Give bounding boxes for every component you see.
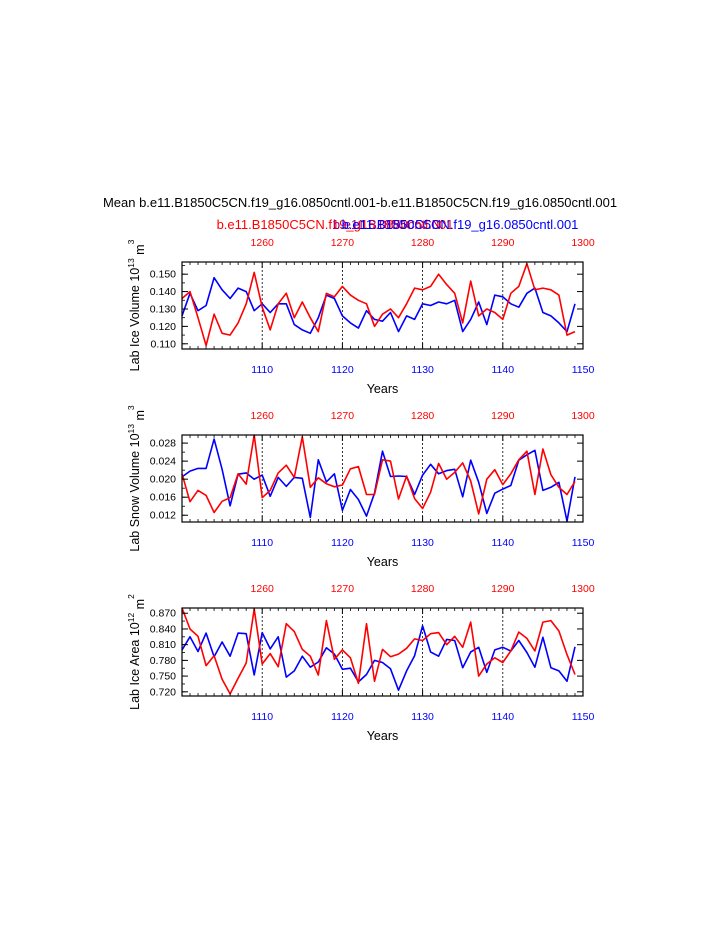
x-bottom-tick-label: 1120 (331, 364, 354, 376)
x-top-tick-label: 1290 (491, 410, 515, 422)
y-tick-label: 0.130 (150, 303, 176, 315)
x-axis-label: Years (367, 382, 399, 396)
x-top-tick-label: 1270 (331, 237, 355, 249)
x-top-tick-label: 1280 (411, 583, 435, 595)
x-top-tick-label: 1260 (251, 237, 275, 249)
y-tick-label: 0.024 (150, 456, 176, 468)
y-tick-label: 0.840 (150, 623, 176, 635)
y-axis-label: Lab Ice Area 1012 m2 (126, 594, 147, 710)
panel-1: 0.110 0.120 0.130 0.140 0.150 1110 1120 1130 114… (126, 237, 595, 396)
y-tick-label: 0.110 (151, 338, 177, 350)
y-tick-label: 0.780 (150, 655, 176, 667)
x-bottom-tick-label: 1140 (492, 711, 515, 723)
y-axis-label: Lab Ice Volume 1013 m3 (126, 239, 147, 371)
x-top-tick-label: 1260 (251, 410, 275, 422)
y-tick-label: 0.016 (150, 492, 176, 504)
x-bottom-tick-label: 1140 (492, 364, 515, 376)
y-tick-label: 0.028 (150, 438, 176, 450)
y-tick-label: 0.120 (150, 321, 176, 333)
blue-series-line (181, 624, 576, 692)
x-top-tick-label: 1300 (571, 237, 595, 249)
x-axis-label: Years (367, 555, 399, 569)
x-top-tick-label: 1300 (571, 410, 595, 422)
y-tick-label: 0.720 (150, 686, 176, 698)
x-top-tick-label: 1290 (491, 237, 515, 249)
x-bottom-tick-label: 1110 (251, 537, 273, 549)
subtitle-blue: b.e11.B1850C5CN.f19_g16.0850cntl.001 (342, 217, 579, 232)
y-tick-label: 0.750 (150, 671, 176, 683)
main-title: Mean b.e11.B1850C5CN.f19_g16.0850cntl.00… (103, 195, 617, 210)
x-bottom-tick-label: 1150 (572, 711, 595, 723)
subtitle-red: b.e11.B1850C5CN.f19_g16.0850cntl.001 (217, 217, 454, 232)
x-top-tick-label: 1270 (331, 410, 355, 422)
y-tick-label: 0.150 (150, 269, 176, 281)
y-axis-label: Lab Snow Volume 1013 m3 (126, 405, 147, 552)
panels: 0.110 0.120 0.130 0.140 0.150 1110 1120 1130 114… (126, 237, 595, 743)
x-bottom-tick-label: 1110 (251, 711, 273, 723)
red-series-line (181, 607, 576, 695)
x-bottom-tick-label: 1150 (572, 537, 595, 549)
x-top-tick-label: 1270 (331, 583, 355, 595)
x-top-tick-label: 1280 (411, 410, 435, 422)
x-bottom-tick-label: 1130 (411, 711, 434, 723)
y-tick-label: 0.020 (150, 474, 176, 486)
red-series-line (181, 262, 576, 347)
y-tick-label: 0.012 (150, 510, 176, 522)
subtitle-overlap: b.e11.B1850C5CN (333, 217, 441, 232)
x-axis-label: Years (367, 729, 399, 743)
y-tick-label: 0.870 (150, 608, 176, 620)
x-top-tick-label: 1260 (251, 583, 275, 595)
x-top-tick-label: 1290 (491, 583, 515, 595)
x-bottom-tick-label: 1130 (411, 537, 434, 549)
y-tick-label: 0.810 (150, 639, 176, 651)
x-bottom-tick-label: 1110 (251, 364, 273, 376)
x-bottom-tick-label: 1130 (411, 364, 434, 376)
x-bottom-tick-label: 1150 (572, 364, 595, 376)
x-bottom-tick-label: 1120 (331, 537, 354, 549)
panel-2: 0.012 0.016 0.020 0.024 0.028 1110 1120 1130 114… (126, 405, 595, 569)
x-top-tick-label: 1300 (571, 583, 595, 595)
x-bottom-tick-label: 1140 (492, 537, 515, 549)
red-series-line (181, 434, 576, 515)
y-tick-label: 0.140 (150, 286, 176, 298)
x-bottom-tick-label: 1120 (331, 711, 354, 723)
blue-series-line (181, 276, 576, 335)
x-top-tick-label: 1280 (411, 237, 435, 249)
panel-3: 0.720 0.750 0.780 0.810 0.840 0.870 1110 1120 11… (126, 583, 595, 743)
